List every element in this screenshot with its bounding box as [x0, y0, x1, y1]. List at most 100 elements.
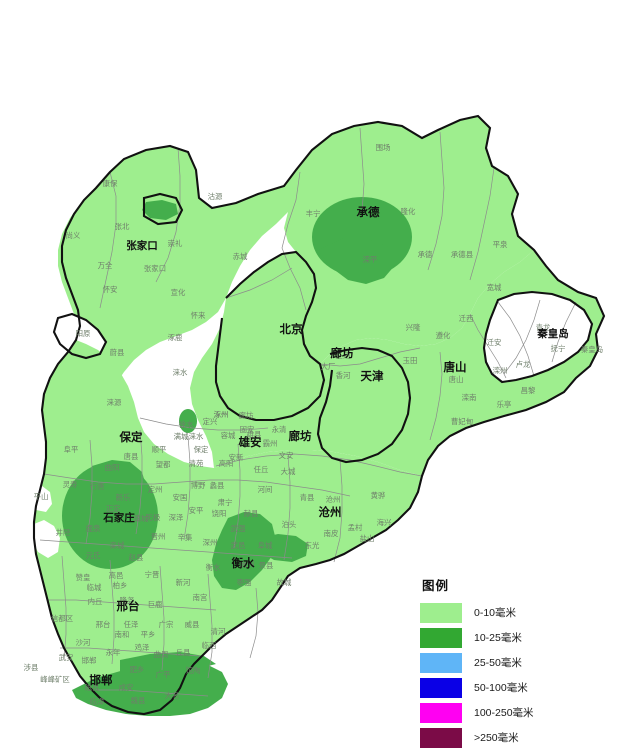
legend-label: 25-50毫米 — [474, 657, 522, 669]
county-label: 抚宁 — [551, 344, 566, 353]
major-city-label: 秦皇岛 — [536, 327, 569, 340]
major-city-label: 唐山 — [443, 360, 467, 374]
county-label: 怀安 — [103, 285, 118, 294]
county-label: 满城 — [174, 432, 189, 441]
legend-label: 10-25毫米 — [474, 632, 522, 644]
county-label: 武邑 — [231, 541, 246, 550]
province-boundaries — [32, 114, 606, 716]
county-label: 霸州 — [263, 439, 278, 448]
county-label: 围场 — [376, 143, 391, 152]
county-label: 高邑 — [109, 571, 124, 580]
county-label: 涿州 — [214, 410, 229, 419]
county-label: 沙河 — [76, 638, 91, 647]
county-label: 故城 — [277, 578, 292, 587]
legend-item: 50-100毫米 — [420, 676, 605, 699]
county-label: 张家口 — [144, 264, 166, 273]
county-label: 容城 — [221, 431, 236, 440]
major-city-label: 承德 — [356, 205, 380, 219]
county-label: 滦平 — [363, 255, 378, 264]
legend-swatch — [420, 702, 462, 723]
legend-rows: 0-10毫米 10-25毫米 25-50毫米 50-100毫米 100-250毫米 >25… — [420, 601, 605, 749]
county-boundaries — [39, 127, 577, 697]
county-label: 枣强 — [237, 578, 252, 587]
county-label: 孟村 — [348, 523, 363, 532]
county-label: 冀州 — [240, 560, 255, 569]
county-label: 隆化 — [401, 207, 416, 216]
county-label: 定州 — [148, 485, 163, 494]
county-label: 徐水 — [179, 420, 194, 429]
major-city-label: 沧州 — [319, 505, 342, 519]
county-label: 青县 — [300, 493, 315, 502]
county-label: 宣化 — [171, 288, 186, 297]
zone-west-border-nodata — [32, 520, 60, 558]
county-label: 晋州 — [151, 532, 166, 541]
county-label: 内丘 — [88, 597, 103, 606]
county-label: 唐山 — [449, 375, 464, 384]
county-label: 辛集 — [178, 533, 193, 542]
county-label: 昌黎 — [521, 386, 536, 395]
legend-item: 100-250毫米 — [420, 701, 605, 724]
county-label: 巨鹿 — [148, 600, 163, 609]
precip-band-10-25mm — [62, 197, 412, 716]
county-label: 栾城 — [110, 541, 125, 550]
county-label: 黄骅 — [371, 491, 386, 500]
county-label: 承德县 — [451, 250, 473, 259]
county-label: 乐亭 — [497, 400, 512, 409]
county-label: 文安 — [279, 451, 294, 460]
county-label: 磁县 — [85, 683, 100, 692]
county-label: 柏乡 — [113, 581, 128, 590]
county-label: 涞水 — [189, 432, 204, 441]
county-label: 灵寿 — [63, 480, 78, 489]
county-label: 顺平 — [152, 445, 167, 454]
legend-item: >250毫米 — [420, 726, 605, 749]
blob-hengshui — [212, 512, 276, 590]
legend-label: 100-250毫米 — [474, 707, 534, 719]
county-label: 广宗 — [159, 620, 174, 629]
county-label: 玉田 — [403, 356, 418, 365]
major-city-label: 邯郸 — [90, 673, 113, 687]
county-label: 迁西 — [459, 314, 474, 323]
county-label: 鸡泽 — [135, 643, 150, 652]
county-label: 魏县 — [131, 696, 146, 705]
county-label: 遵化 — [436, 331, 451, 340]
county-label: 青龙 — [536, 323, 551, 332]
county-label: 任泽 — [124, 620, 139, 629]
county-label: 安国 — [173, 493, 188, 502]
major-city-label: 保定 — [119, 430, 143, 444]
county-label: 河间 — [258, 485, 273, 494]
legend-item: 10-25毫米 — [420, 626, 605, 649]
county-label: 肥乡 — [130, 665, 145, 674]
county-label: 成安 — [119, 683, 134, 692]
county-label: 张北 — [115, 222, 130, 231]
county-label: 定兴 — [203, 417, 218, 426]
county-label: 丘县 — [176, 648, 191, 657]
county-label: 无极 — [146, 513, 161, 522]
county-label: 南宫 — [193, 593, 208, 602]
major-city-label: 石家庄 — [102, 511, 135, 524]
county-label: 雄县 — [247, 430, 262, 439]
county-label: 固安 — [240, 425, 255, 434]
county-label: 望都 — [156, 460, 171, 469]
major-city-label: 廊坊 — [331, 346, 354, 360]
county-label: 清河 — [211, 627, 226, 636]
county-label: 深州 — [203, 538, 218, 547]
legend-swatch — [420, 652, 462, 673]
blob-zhangbei-north — [142, 200, 178, 220]
legend-swatch — [420, 602, 462, 623]
county-label: 南皮 — [324, 529, 339, 538]
county-label: 鹿泉 — [86, 524, 101, 533]
county-label: 阜城 — [258, 541, 273, 550]
county-label: 安平 — [189, 506, 204, 515]
county-label: 景县 — [259, 561, 274, 570]
legend-label: 0-10毫米 — [474, 607, 517, 619]
county-label: 蔚县 — [110, 348, 125, 357]
county-label: 崇礼 — [168, 239, 183, 248]
major-city-label: 张家口 — [126, 239, 158, 252]
county-label: 邢台 — [96, 620, 111, 629]
county-label: 隆尧 — [120, 596, 135, 605]
county-label: 威县 — [185, 620, 200, 629]
county-label: 新乐 — [116, 493, 131, 502]
legend-item: 25-50毫米 — [420, 651, 605, 674]
